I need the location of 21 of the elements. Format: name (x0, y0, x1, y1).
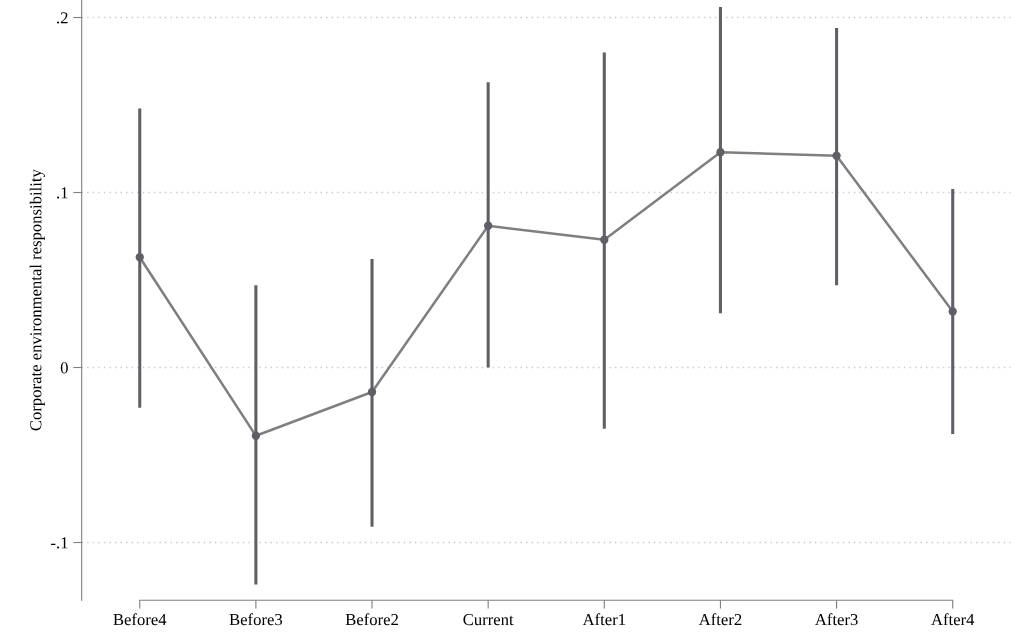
x-tick-label: After4 (931, 613, 975, 626)
point (832, 151, 841, 160)
point (716, 148, 725, 157)
y-axis-title: Corporate environmental responsibility (29, 169, 45, 431)
point (600, 235, 609, 244)
y-tick-label: .1 (57, 187, 68, 199)
y-tick-label: .2 (57, 12, 68, 24)
y-tick-label: 0 (60, 362, 68, 374)
point (251, 431, 261, 440)
x-tick-label: Before4 (113, 613, 167, 626)
point (367, 387, 377, 397)
point (135, 253, 144, 262)
x-tick-label: After2 (698, 613, 742, 626)
x-tick-label: Current (463, 613, 514, 626)
x-tick-label: After1 (582, 613, 626, 626)
x-tick-label: Before3 (229, 613, 283, 626)
x-tick-label: Before2 (345, 613, 398, 626)
y-tick-label: -.1 (51, 537, 68, 549)
point (483, 221, 493, 230)
point (948, 307, 957, 316)
x-tick-label: After3 (815, 613, 858, 626)
